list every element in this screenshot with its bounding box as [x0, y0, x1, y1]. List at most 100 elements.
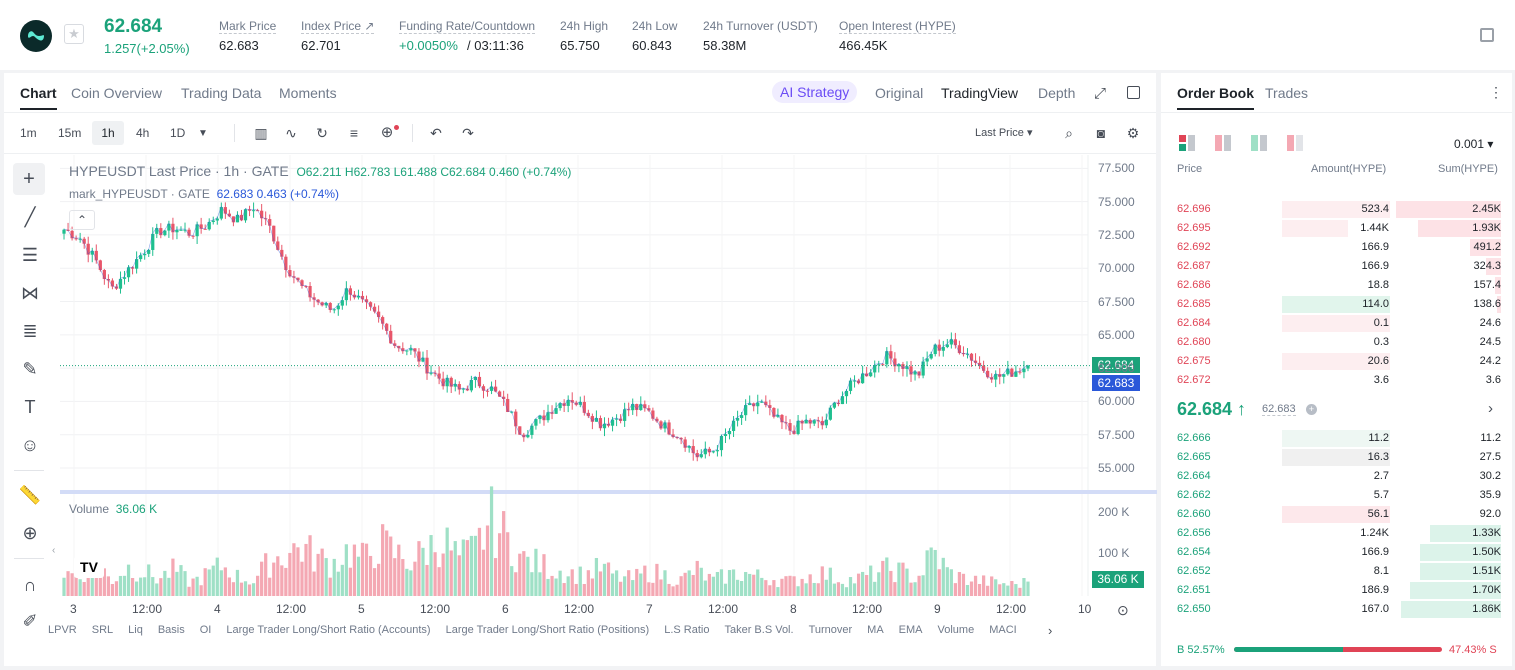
lock-pen-icon[interactable]: ✐ — [22, 611, 38, 631]
indicator-ma[interactable]: MA — [867, 624, 884, 636]
indicator-maci[interactable]: MACI — [989, 624, 1017, 636]
chevron-right-icon[interactable]: › — [1488, 400, 1493, 417]
view-sells-icon[interactable] — [1287, 135, 1303, 151]
compare-icon[interactable]: ↻ — [316, 125, 328, 141]
chart-settings-icon[interactable]: ⊙ — [1117, 602, 1129, 618]
tf-1d[interactable]: 1D — [170, 126, 186, 140]
text-tool-icon[interactable]: T — [24, 397, 36, 417]
emoji-icon[interactable]: ☺ — [20, 435, 40, 455]
indicator-basis[interactable]: Basis — [157, 624, 185, 636]
magnet-icon[interactable]: ∩ — [23, 575, 37, 595]
precision-select[interactable]: 0.001 ▾ — [1454, 137, 1494, 151]
settings-gear-icon[interactable]: ⚙ — [1126, 125, 1140, 141]
zoom-in-icon[interactable]: ⊕ — [22, 523, 38, 543]
indicator-l-s-ratio[interactable]: L.S Ratio — [664, 624, 710, 636]
indicator-volume[interactable]: Volume — [937, 624, 975, 636]
candle — [336, 305, 340, 310]
tab-trading-data[interactable]: Trading Data — [181, 85, 262, 101]
redo-icon[interactable]: ↷ — [462, 125, 474, 141]
ask-row[interactable]: 62.684 0.1 24.6 — [1177, 314, 1501, 333]
undo-icon[interactable]: ↶ — [430, 125, 442, 141]
mid-mark-price[interactable]: 62.683 — [1262, 403, 1296, 416]
view-bids-icon[interactable] — [1251, 135, 1267, 151]
sum-cell: 3.6 — [1485, 374, 1501, 386]
scroll-left-icon[interactable]: ‹ — [52, 545, 56, 556]
indicator-srl[interactable]: SRL — [91, 624, 114, 636]
pattern-icon[interactable]: ⋈ — [21, 283, 39, 303]
view-both-icon[interactable] — [1179, 135, 1195, 151]
bid-row[interactable]: 62.666 11.2 11.2 — [1177, 429, 1501, 448]
favorite-star-icon[interactable]: ★ — [64, 24, 84, 44]
add-alert-icon[interactable]: ⊕ — [380, 124, 394, 141]
expand-icon[interactable]: ⤢ — [1094, 85, 1107, 102]
book-icon[interactable] — [1480, 28, 1494, 42]
indicator-liq[interactable]: Liq — [128, 624, 143, 636]
mode-original[interactable]: Original — [875, 85, 924, 101]
bid-row[interactable]: 62.664 2.7 30.2 — [1177, 467, 1501, 486]
bid-row[interactable]: 62.650 167.0 1.86K — [1177, 600, 1501, 619]
horizontal-lines-icon[interactable]: ☰ — [21, 245, 39, 265]
bid-row[interactable]: 62.656 1.24K 1.33K — [1177, 524, 1501, 543]
tab-coin-overview[interactable]: Coin Overview — [71, 85, 163, 101]
index-price-label[interactable]: Index Price ↗ — [301, 19, 375, 34]
crosshair-icon[interactable]: + — [13, 163, 45, 195]
ask-row[interactable]: 62.685 114.0 138.6 — [1177, 295, 1501, 314]
price-type-select[interactable]: Last Price ▾ — [975, 127, 1033, 139]
indicator-large-trader-long-short-ratio-accounts-[interactable]: Large Trader Long/Short Ratio (Accounts) — [226, 624, 431, 636]
mode-tradingview[interactable]: TradingView — [941, 85, 1019, 101]
fib-icon[interactable]: ≣ — [22, 321, 38, 341]
bid-row[interactable]: 62.654 166.9 1.50K — [1177, 543, 1501, 562]
info-plus-icon[interactable]: + — [1306, 404, 1317, 415]
tf-4h[interactable]: 4h — [136, 126, 150, 140]
tab-order-book[interactable]: Order Book — [1177, 85, 1255, 110]
view-asks-icon[interactable] — [1215, 135, 1231, 151]
mode-depth[interactable]: Depth — [1038, 85, 1076, 101]
tab-trades[interactable]: Trades — [1265, 85, 1309, 101]
tf-15m[interactable]: 15m — [58, 126, 82, 140]
indicator-taker-b-s-vol-[interactable]: Taker B.S Vol. — [724, 624, 794, 636]
ask-row[interactable]: 62.695 1.44K 1.93K — [1177, 219, 1501, 238]
indicator-lpvr[interactable]: LPVR — [48, 624, 77, 636]
camera-icon[interactable]: ◙ — [1096, 125, 1106, 141]
brush-icon[interactable]: ✎ — [22, 359, 38, 379]
candle-type-icon[interactable]: ▥ — [254, 125, 268, 141]
indicator-oi[interactable]: OI — [199, 624, 212, 636]
window-icon[interactable] — [1127, 86, 1140, 99]
tab-chart[interactable]: Chart — [20, 85, 57, 110]
indicator-large-trader-long-short-ratio-positions-[interactable]: Large Trader Long/Short Ratio (Positions… — [445, 624, 650, 636]
ask-row[interactable]: 62.687 166.9 324.3 — [1177, 257, 1501, 276]
volume-bar — [264, 553, 268, 596]
tab-moments[interactable]: Moments — [279, 85, 337, 101]
ask-row[interactable]: 62.672 3.6 3.6 — [1177, 371, 1501, 390]
ask-row[interactable]: 62.686 18.8 157.4 — [1177, 276, 1501, 295]
indicator-ema[interactable]: EMA — [898, 624, 923, 636]
ask-row[interactable]: 62.696 523.4 2.45K — [1177, 200, 1501, 219]
tf-1h[interactable]: 1h — [92, 121, 124, 145]
candle — [118, 278, 123, 289]
ruler-icon[interactable]: 📏 — [18, 485, 42, 505]
bid-row[interactable]: 62.651 186.9 1.70K — [1177, 581, 1501, 600]
trendline-icon[interactable]: ╱ — [24, 207, 36, 227]
search-icon[interactable]: ⌕ — [1065, 125, 1073, 141]
bid-row[interactable]: 62.660 56.1 92.0 — [1177, 505, 1501, 524]
indicators-icon[interactable]: ∿ — [285, 125, 297, 141]
ask-row[interactable]: 62.680 0.3 24.5 — [1177, 333, 1501, 352]
indicator-turnover[interactable]: Turnover — [808, 624, 853, 636]
funding-rate-label[interactable]: Funding Rate/Countdown — [399, 19, 536, 34]
tf-1m[interactable]: 1m — [20, 126, 37, 140]
price-chart[interactable] — [0, 0, 1160, 640]
open-interest-label[interactable]: Open Interest (HYPE) — [839, 19, 956, 34]
strategy-button[interactable]: AI Strategy — [772, 81, 858, 103]
bid-row[interactable]: 62.665 16.3 27.5 — [1177, 448, 1501, 467]
templates-icon[interactable]: ≡ — [349, 125, 359, 141]
more-options-icon[interactable]: ⋮ — [1489, 84, 1503, 100]
mark-price-label[interactable]: Mark Price — [219, 19, 277, 34]
ask-row[interactable]: 62.692 166.9 491.2 — [1177, 238, 1501, 257]
bid-row[interactable]: 62.662 5.7 35.9 — [1177, 486, 1501, 505]
collapse-legend-button[interactable]: ⌃ — [69, 210, 95, 230]
candle — [687, 446, 691, 448]
bid-row[interactable]: 62.652 8.1 1.51K — [1177, 562, 1501, 581]
ask-row[interactable]: 62.675 20.6 24.2 — [1177, 352, 1501, 371]
timeframe-dropdown-icon[interactable]: ▼ — [198, 128, 208, 139]
indicator-scroll-right-icon[interactable]: › — [1048, 623, 1053, 638]
